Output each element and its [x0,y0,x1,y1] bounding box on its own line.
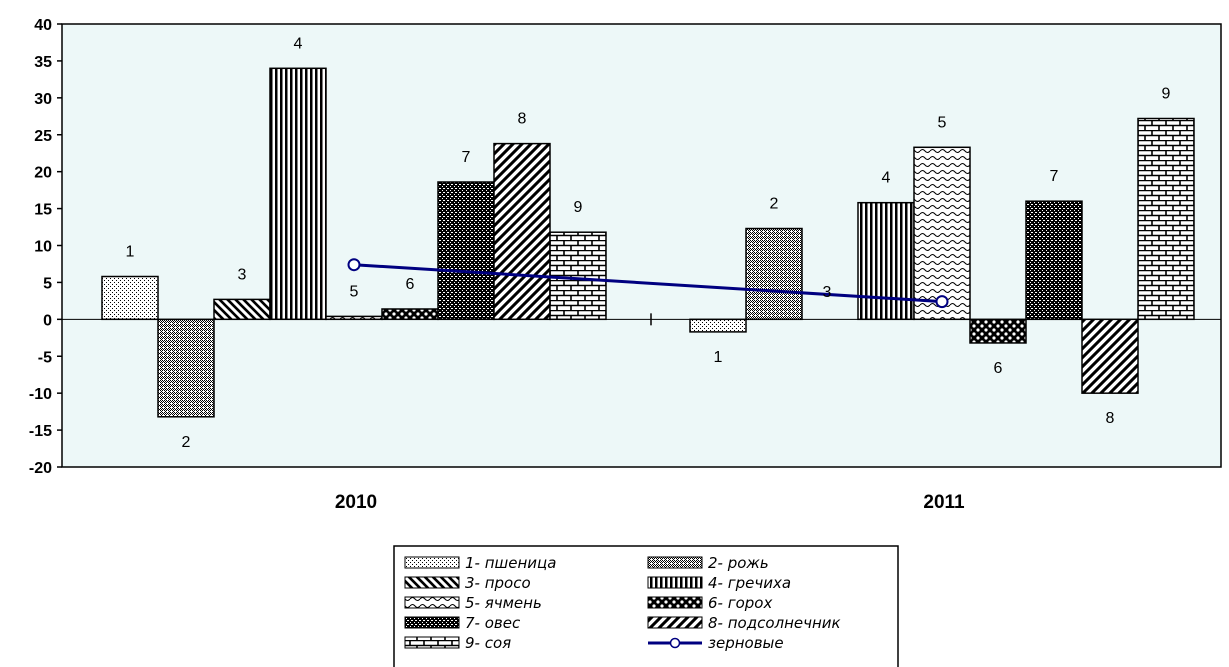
bar-2011-series-2 [745,227,803,321]
legend-swatch-series-3 [404,576,460,589]
bar-2010-series-3 [213,298,271,321]
data-label-2011-series-6: 6 [994,360,1003,377]
x-axis: 2010 2011 [335,492,965,513]
bar-2011-series-1 [689,318,747,333]
y-tick-label: -10 [29,386,52,403]
legend-label: 6- горох [708,594,772,612]
legend-label: 8- подсолнечник [708,614,841,632]
zero-line-layer [62,313,1221,326]
legend: 1- пшеница 2- рожь 3- просо 4- гречиха 5- яч… [393,545,899,667]
legend-swatch-series-1 [404,556,460,569]
line-series-layer: 3 [347,258,949,309]
y-tick-label: 20 [34,165,52,182]
line-point-2010 [347,258,361,272]
legend-swatch-marker [669,637,681,649]
data-label-2011-series-7: 7 [1050,168,1059,185]
bar-2010-series-4 [269,67,327,321]
legend-label: 5- ячмень [465,594,542,612]
data-label-2011-series-1: 1 [714,349,723,366]
legend-swatch-series-6 [647,596,703,609]
bar-2010-series-1 [101,275,159,321]
legend-swatch-series-2 [647,556,703,569]
bar-2011-series-5 [913,146,971,321]
data-label-2010-series-2: 2 [182,434,191,451]
bar-2011-series-7 [1025,200,1083,321]
y-tick-label: 0 [43,312,52,329]
legend-box [393,545,899,667]
x-category-label: 2011 [923,492,965,513]
legend-swatch-series-9 [404,636,460,649]
data-labels-layer: 1 1 2 2 3 4 4 5 5 6 6 7 7 8 8 9 9 [126,35,1171,450]
y-tick-label: -5 [38,349,52,366]
legend-label: зерновые [708,634,784,652]
data-label-2010-series-1: 1 [126,244,135,261]
bars-layer [101,67,1195,418]
data-label-2010-series-8: 8 [518,111,527,128]
bar-2011-series-8 [1081,318,1139,394]
legend-label: 9- соя [465,634,511,652]
legend-label: 2- рожь [708,554,769,572]
y-tick-label: 35 [34,54,52,71]
y-tick-label: 15 [34,202,52,219]
bar-2010-series-2 [157,318,215,418]
data-label-2010-series-9: 9 [574,199,583,216]
bar-2010-series-9 [549,231,607,321]
data-label-2011-series-9: 9 [1162,86,1171,103]
y-tick-label: 25 [34,128,52,145]
data-label-2010-series-7: 7 [462,149,471,166]
data-label-2010-series-4: 4 [294,35,303,52]
legend-swatch-series-4 [647,576,703,589]
y-tick-label: 10 [34,239,52,256]
y-tick-label: 40 [34,17,52,34]
data-label-2010-series-6: 6 [406,276,415,293]
legend-label: 3- просо [465,574,531,592]
data-label-2010-series-3: 3 [238,266,247,283]
y-tick-label: -15 [29,423,52,440]
legend-swatch-series-5 [404,596,460,609]
y-tick-label: 30 [34,91,52,108]
legend-label: 7- овес [465,614,521,632]
legend-label: 4- гречиха [708,574,791,592]
legend-label: 1- пшеница [465,554,556,572]
bar-2011-series-9 [1137,117,1195,321]
y-tick-label: -20 [29,460,52,477]
line-series-label: 3 [823,284,832,301]
legend-swatch-series-8 [647,616,703,629]
bar-2010-series-8 [493,142,551,321]
legend-swatch-series-7 [404,616,460,629]
bar-2011-series-4 [857,201,915,321]
bar-2010-series-6 [381,308,439,321]
data-label-2011-series-5: 5 [938,114,947,131]
data-label-2011-series-2: 2 [770,196,779,213]
bar-2010-series-7 [437,181,495,321]
data-label-2011-series-4: 4 [882,170,891,187]
y-axis: 40 35 30 25 20 15 10 5 0 -5 -10 -15 -20 [29,17,62,477]
data-label-2010-series-5: 5 [350,283,359,300]
bar-2011-series-6 [969,318,1027,344]
data-label-2011-series-8: 8 [1106,410,1115,427]
line-point-2011 [935,295,949,309]
x-category-label: 2010 [335,492,377,513]
y-tick-label: 5 [43,275,52,292]
line-series-grain [353,263,943,304]
